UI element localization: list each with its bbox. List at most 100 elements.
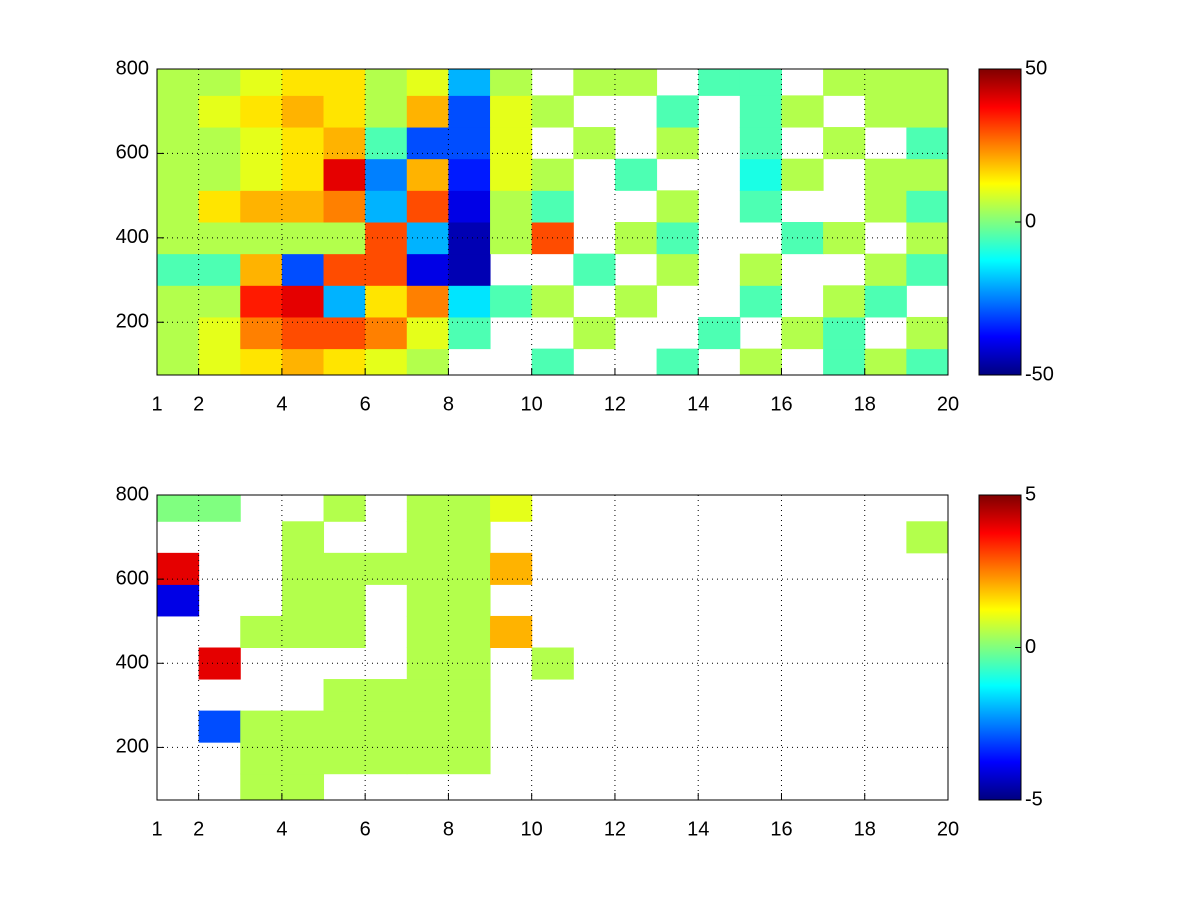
heatmap-cell [739, 95, 782, 128]
heatmap-cell [198, 95, 241, 128]
colorbar-tick-label: 0 [1025, 210, 1036, 232]
x-tick-label: 20 [937, 393, 959, 415]
heatmap-cell [531, 158, 574, 191]
heatmap-cell [365, 348, 408, 375]
heatmap-cell [240, 710, 283, 743]
heatmap-cell [864, 285, 907, 318]
heatmap-cell [698, 316, 741, 350]
heatmap-cell [281, 584, 325, 617]
x-tick-label: 10 [521, 818, 543, 840]
heatmap-cell [406, 95, 449, 128]
heatmap-cell [448, 69, 491, 96]
heatmap-cell [406, 158, 449, 191]
heatmap-cell [281, 253, 325, 286]
heatmap-cell [448, 222, 491, 255]
heatmap-cell [448, 679, 491, 712]
y-tick-label: 600 [116, 142, 149, 164]
heatmap-cell [490, 285, 533, 318]
heatmap-cell [614, 158, 658, 191]
x-tick-label: 18 [854, 393, 876, 415]
heatmap-cell [198, 285, 241, 318]
heatmap-cell [490, 158, 533, 191]
heatmap-cell [781, 95, 824, 128]
heatmap-cell [198, 69, 241, 96]
x-tick-label: 16 [770, 818, 792, 840]
heatmap-cell [573, 316, 616, 350]
heatmap-cell [281, 95, 325, 128]
y-tick-label: 600 [116, 567, 149, 589]
heatmap-cell [406, 584, 449, 617]
x-tick-label: 20 [937, 818, 959, 840]
heatmap-cell [240, 348, 283, 375]
heatmap-cell [323, 222, 366, 255]
heatmap-cell [240, 773, 283, 800]
heatmap-cell [531, 190, 574, 223]
heatmap-cell [157, 95, 200, 128]
heatmap-cell [281, 285, 325, 318]
heatmap-cell [323, 615, 366, 648]
x-tick-label: 12 [604, 818, 626, 840]
heatmap-cell [157, 69, 200, 96]
heatmap-cell [573, 253, 616, 286]
heatmap-cell [323, 95, 366, 128]
heatmap-cell [198, 316, 241, 350]
heatmap-cell [823, 316, 866, 350]
x-tick-label: 6 [360, 818, 371, 840]
x-tick-label: 18 [854, 818, 876, 840]
heatmap-cell [490, 222, 533, 255]
heatmap-cell [656, 127, 699, 160]
heatmap-cell [448, 647, 491, 680]
heatmap-cell [781, 158, 824, 191]
heatmap-cell [448, 253, 491, 286]
heatmap-cell [157, 127, 200, 160]
heatmap-cell [281, 348, 325, 375]
heatmap-cell [490, 495, 533, 522]
heatmap-cell [823, 69, 866, 96]
heatmap-cell [323, 285, 366, 318]
heatmap-cells [157, 495, 948, 800]
heatmap-cell [448, 615, 491, 648]
heatmap-cell [531, 348, 574, 375]
x-tick-label: 1 [151, 393, 162, 415]
heatmap-cell [739, 190, 782, 223]
heatmap-cell [906, 127, 948, 160]
heatmap-cell [739, 285, 782, 318]
heatmap-cell [240, 190, 283, 223]
heatmap-cell [490, 552, 533, 585]
heatmap-cell [490, 69, 533, 96]
heatmap-cell [323, 348, 366, 375]
heatmap-cell [365, 95, 408, 128]
y-tick-label: 800 [116, 483, 149, 505]
heatmap-cell [365, 552, 408, 585]
heatmap-cell [531, 285, 574, 318]
x-tick-label: 2 [193, 818, 204, 840]
x-tick-label: 16 [770, 393, 792, 415]
heatmap-cell [240, 742, 283, 775]
heatmap-cell [448, 521, 491, 554]
heatmap-cell [240, 127, 283, 160]
heatmap-cell [906, 158, 948, 191]
heatmap-cell [906, 190, 948, 223]
heatmap-cell [448, 495, 491, 522]
heatmap-cell [448, 127, 491, 160]
heatmap-cell [864, 69, 907, 96]
axes-box [156, 68, 949, 376]
y-tick-label: 200 [116, 736, 149, 758]
heatmap-cell [823, 285, 866, 318]
heatmap-cell [323, 679, 366, 712]
heatmap-cell [406, 69, 449, 96]
x-tick-label: 8 [443, 393, 454, 415]
heatmap-cell [406, 710, 449, 743]
x-tick-label: 12 [604, 393, 626, 415]
heatmap-cell [656, 348, 699, 375]
heatmap-cell [157, 552, 200, 585]
heatmap-cell [739, 69, 782, 96]
heatmap-cell [406, 127, 449, 160]
colorbar [978, 494, 1022, 801]
y-tick-label: 200 [116, 311, 149, 333]
heatmap-cell [240, 253, 283, 286]
heatmap-cell [281, 69, 325, 96]
heatmap-cell [406, 495, 449, 522]
heatmap-cell [323, 253, 366, 286]
